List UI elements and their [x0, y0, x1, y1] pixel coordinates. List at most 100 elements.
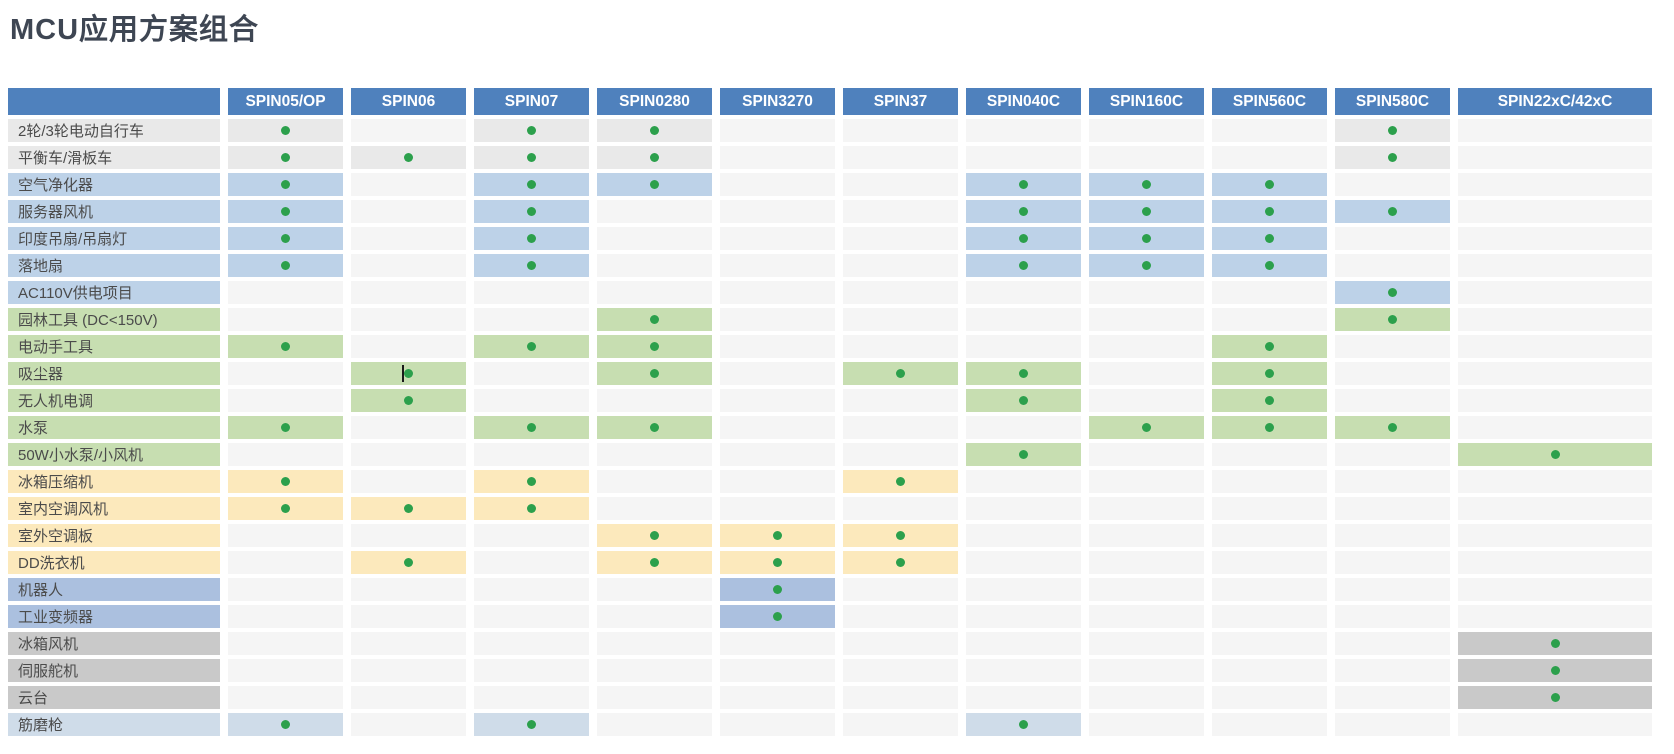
- matrix-cell[interactable]: [966, 119, 1081, 142]
- matrix-cell[interactable]: [351, 497, 466, 520]
- matrix-cell[interactable]: [843, 308, 958, 331]
- matrix-cell[interactable]: [597, 632, 712, 655]
- matrix-cell[interactable]: [1089, 524, 1204, 547]
- matrix-cell[interactable]: [1089, 686, 1204, 709]
- matrix-cell[interactable]: [1089, 659, 1204, 682]
- corner-header[interactable]: [8, 88, 220, 115]
- matrix-cell[interactable]: [720, 632, 835, 655]
- row-label[interactable]: 工业变频器: [8, 605, 220, 628]
- matrix-cell[interactable]: [720, 659, 835, 682]
- matrix-cell[interactable]: [843, 362, 958, 385]
- matrix-cell[interactable]: [1212, 470, 1327, 493]
- matrix-cell[interactable]: [1335, 281, 1450, 304]
- row-label[interactable]: 室外空调板: [8, 524, 220, 547]
- matrix-cell[interactable]: [843, 443, 958, 466]
- row-label[interactable]: 筋磨枪: [8, 713, 220, 736]
- matrix-cell[interactable]: [720, 362, 835, 385]
- matrix-cell[interactable]: [1335, 443, 1450, 466]
- matrix-cell[interactable]: [1212, 308, 1327, 331]
- matrix-cell[interactable]: [1335, 416, 1450, 439]
- matrix-cell[interactable]: [1335, 497, 1450, 520]
- matrix-cell[interactable]: [1089, 551, 1204, 574]
- matrix-cell[interactable]: [228, 470, 343, 493]
- matrix-cell[interactable]: [1089, 281, 1204, 304]
- column-header-SPIN0280[interactable]: SPIN0280: [597, 88, 712, 115]
- matrix-cell[interactable]: [1335, 551, 1450, 574]
- matrix-cell[interactable]: [1458, 227, 1652, 250]
- matrix-cell[interactable]: [1458, 200, 1652, 223]
- matrix-cell[interactable]: [474, 443, 589, 466]
- matrix-cell[interactable]: [1335, 254, 1450, 277]
- matrix-cell[interactable]: [1089, 443, 1204, 466]
- matrix-cell[interactable]: [474, 524, 589, 547]
- matrix-cell[interactable]: [228, 119, 343, 142]
- matrix-cell[interactable]: [1212, 686, 1327, 709]
- matrix-cell[interactable]: [843, 227, 958, 250]
- matrix-cell[interactable]: [1458, 578, 1652, 601]
- matrix-cell[interactable]: [228, 632, 343, 655]
- matrix-cell[interactable]: [228, 524, 343, 547]
- row-label[interactable]: 园林工具 (DC<150V): [8, 308, 220, 331]
- matrix-cell[interactable]: [1212, 200, 1327, 223]
- matrix-cell[interactable]: [1335, 335, 1450, 358]
- row-label[interactable]: 服务器风机: [8, 200, 220, 223]
- matrix-cell[interactable]: [597, 389, 712, 412]
- matrix-cell[interactable]: [228, 254, 343, 277]
- matrix-cell[interactable]: [597, 308, 712, 331]
- matrix-cell[interactable]: [597, 605, 712, 628]
- matrix-cell[interactable]: [843, 119, 958, 142]
- matrix-cell[interactable]: [351, 227, 466, 250]
- matrix-cell[interactable]: [1458, 713, 1652, 736]
- row-label[interactable]: 50W小水泵/小风机: [8, 443, 220, 466]
- matrix-cell[interactable]: [1335, 659, 1450, 682]
- matrix-cell[interactable]: [228, 713, 343, 736]
- matrix-cell[interactable]: [720, 443, 835, 466]
- matrix-cell[interactable]: [351, 632, 466, 655]
- matrix-cell[interactable]: [1458, 173, 1652, 196]
- matrix-cell[interactable]: [720, 551, 835, 574]
- matrix-cell[interactable]: [1212, 416, 1327, 439]
- row-label[interactable]: 吸尘器: [8, 362, 220, 385]
- matrix-cell[interactable]: [474, 578, 589, 601]
- matrix-cell[interactable]: [228, 281, 343, 304]
- matrix-cell[interactable]: [1089, 497, 1204, 520]
- matrix-cell[interactable]: [1458, 605, 1652, 628]
- row-label[interactable]: 落地扇: [8, 254, 220, 277]
- matrix-cell[interactable]: [1212, 497, 1327, 520]
- matrix-cell[interactable]: [966, 605, 1081, 628]
- matrix-cell[interactable]: [720, 713, 835, 736]
- matrix-cell[interactable]: [1089, 254, 1204, 277]
- matrix-cell[interactable]: [1335, 470, 1450, 493]
- matrix-cell[interactable]: [474, 119, 589, 142]
- matrix-cell[interactable]: [228, 551, 343, 574]
- matrix-cell[interactable]: [843, 524, 958, 547]
- matrix-cell[interactable]: [1212, 119, 1327, 142]
- matrix-cell[interactable]: [474, 551, 589, 574]
- matrix-cell[interactable]: [474, 713, 589, 736]
- matrix-cell[interactable]: [1089, 146, 1204, 169]
- matrix-cell[interactable]: [1458, 551, 1652, 574]
- matrix-cell[interactable]: [1089, 119, 1204, 142]
- matrix-cell[interactable]: [228, 605, 343, 628]
- matrix-cell[interactable]: [966, 497, 1081, 520]
- matrix-cell[interactable]: [351, 470, 466, 493]
- matrix-cell[interactable]: [843, 470, 958, 493]
- matrix-cell[interactable]: [720, 173, 835, 196]
- matrix-cell[interactable]: [1089, 578, 1204, 601]
- row-label[interactable]: 冰箱风机: [8, 632, 220, 655]
- matrix-cell[interactable]: [474, 470, 589, 493]
- matrix-cell[interactable]: [1089, 173, 1204, 196]
- row-label[interactable]: 云台: [8, 686, 220, 709]
- matrix-cell[interactable]: [1335, 524, 1450, 547]
- matrix-cell[interactable]: [843, 146, 958, 169]
- row-label[interactable]: 冰箱压缩机: [8, 470, 220, 493]
- matrix-cell[interactable]: [597, 470, 712, 493]
- column-header-SPIN05-OP[interactable]: SPIN05/OP: [228, 88, 343, 115]
- matrix-cell[interactable]: [351, 281, 466, 304]
- matrix-cell[interactable]: [228, 335, 343, 358]
- matrix-cell[interactable]: [966, 632, 1081, 655]
- matrix-cell[interactable]: [228, 416, 343, 439]
- matrix-cell[interactable]: [966, 470, 1081, 493]
- matrix-cell[interactable]: [1212, 605, 1327, 628]
- row-label[interactable]: 印度吊扇/吊扇灯: [8, 227, 220, 250]
